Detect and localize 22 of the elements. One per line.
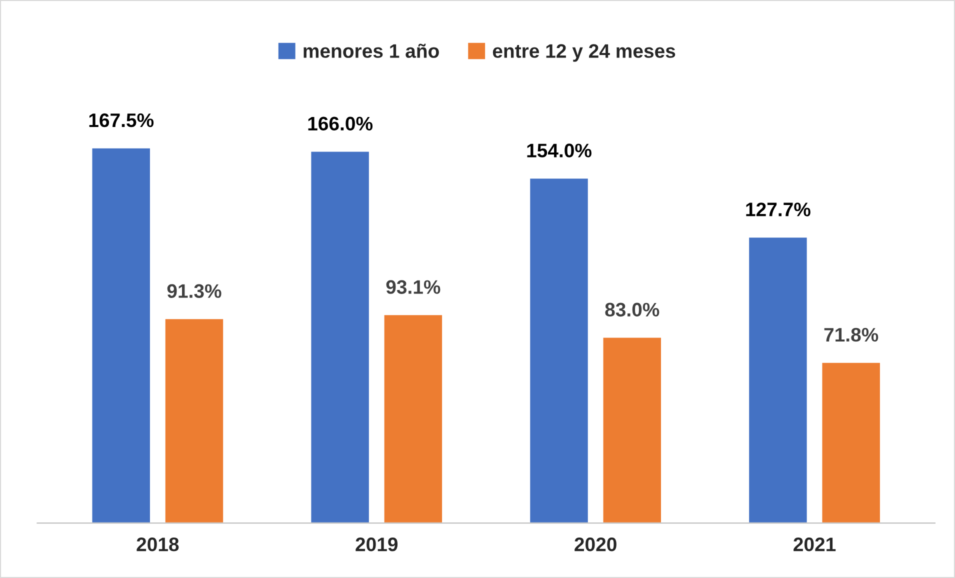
data-label: 167.5% bbox=[89, 113, 154, 128]
data-label: 93.1% bbox=[386, 280, 440, 294]
x-tick-label: 2019 bbox=[356, 537, 398, 552]
data-label: 127.7% bbox=[746, 202, 810, 216]
bar bbox=[528, 177, 590, 524]
x-tick-label: 2020 bbox=[574, 537, 616, 552]
bar bbox=[748, 236, 808, 524]
data-label: 91.3% bbox=[167, 284, 222, 298]
x-tick-label: 2018 bbox=[136, 537, 179, 552]
bar bbox=[382, 314, 444, 524]
data-label: 83.0% bbox=[605, 302, 660, 317]
x-tick-label: 2021 bbox=[794, 537, 836, 552]
bar bbox=[820, 361, 882, 524]
bar bbox=[90, 146, 152, 524]
legend-label: menores 1 año bbox=[304, 44, 439, 58]
bar bbox=[310, 150, 370, 524]
bar bbox=[602, 336, 662, 524]
data-label: 166.0% bbox=[308, 116, 373, 131]
data-label: 71.8% bbox=[824, 328, 878, 342]
legend-label: entre 12 y 24 meses bbox=[492, 44, 676, 62]
data-label: 154.0% bbox=[527, 144, 592, 158]
bar bbox=[164, 318, 224, 524]
